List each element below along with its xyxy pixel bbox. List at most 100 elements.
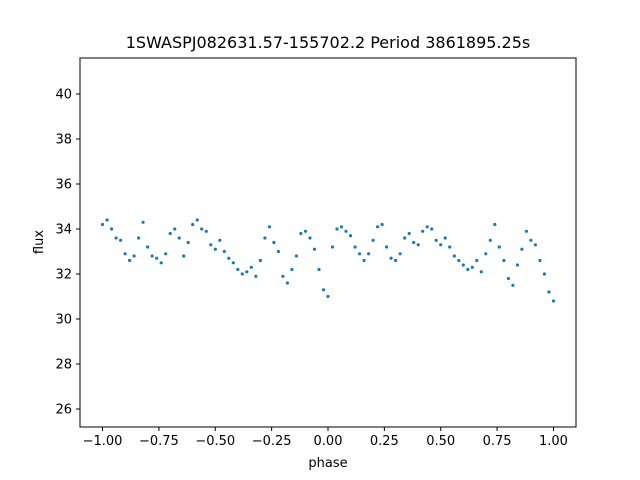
data-point <box>457 258 461 263</box>
data-point <box>290 267 294 272</box>
data-point <box>209 243 213 247</box>
data-point <box>150 254 154 258</box>
data-point <box>461 263 465 267</box>
data-point <box>344 229 348 233</box>
data-point <box>452 254 456 258</box>
data-point <box>339 225 344 229</box>
data-point <box>227 256 231 260</box>
data-point <box>299 231 303 236</box>
data-point <box>330 245 335 249</box>
data-point <box>110 227 114 231</box>
data-point <box>443 236 447 240</box>
data-point <box>191 222 195 227</box>
x-tick-label: −0.75 <box>139 434 179 449</box>
data-point <box>407 231 411 236</box>
data-point <box>164 252 168 256</box>
data-point <box>488 238 492 242</box>
x-axis-label: phase <box>308 456 347 471</box>
data-point <box>551 299 556 303</box>
data-point <box>276 249 280 254</box>
y-tick-label: 34 <box>55 223 72 238</box>
data-point <box>105 218 109 222</box>
data-point <box>506 276 510 281</box>
data-point <box>240 272 244 276</box>
y-tick-label: 40 <box>55 88 72 103</box>
data-point <box>119 238 123 242</box>
data-point <box>353 245 357 249</box>
data-point <box>358 252 362 256</box>
data-point <box>195 218 199 222</box>
data-point <box>200 227 204 231</box>
x-tick-label: 0.50 <box>426 434 455 449</box>
x-tick-label: 1.00 <box>539 434 568 449</box>
data-point <box>146 245 150 249</box>
data-point <box>281 274 285 278</box>
data-point <box>326 294 330 299</box>
data-point <box>263 236 267 240</box>
data-point <box>394 258 398 263</box>
data-point <box>249 265 253 269</box>
data-point <box>484 252 488 256</box>
y-tick-label: 28 <box>55 358 72 373</box>
data-point <box>376 225 380 229</box>
data-point <box>218 238 222 242</box>
data-point <box>398 252 402 256</box>
data-point <box>389 256 393 260</box>
x-tick-label: −0.25 <box>252 434 292 449</box>
data-point <box>159 261 163 265</box>
data-point <box>123 252 127 256</box>
data-point <box>524 229 529 233</box>
data-point <box>128 258 132 263</box>
data-point <box>421 229 425 233</box>
chart-title: 1SWASPJ082631.57-155702.2 Period 3861895… <box>126 33 531 52</box>
data-point <box>267 225 271 229</box>
x-tick-label: 0.25 <box>370 434 399 449</box>
data-point <box>511 283 515 287</box>
data-point <box>493 222 497 227</box>
data-point <box>231 261 235 265</box>
data-point <box>479 270 483 274</box>
data-point <box>362 258 366 263</box>
y-tick-label: 26 <box>55 403 72 418</box>
data-point <box>236 267 240 272</box>
data-point <box>222 249 226 254</box>
y-tick-label: 38 <box>55 133 72 148</box>
data-point <box>439 243 443 247</box>
data-point <box>466 267 470 272</box>
data-point <box>385 245 389 249</box>
data-point <box>186 240 190 245</box>
data-point <box>538 258 542 263</box>
data-point <box>137 236 141 240</box>
data-point <box>520 247 524 251</box>
data-point <box>308 236 312 240</box>
data-point <box>182 254 186 258</box>
data-point <box>380 222 384 227</box>
data-point <box>321 288 326 292</box>
data-point <box>254 274 258 278</box>
data-point <box>412 240 416 245</box>
data-point <box>335 227 339 231</box>
y-tick-label: 30 <box>55 313 72 328</box>
y-axis-ticks: 26 28 30 32 34 36 38 40 <box>55 88 80 418</box>
x-tick-label: −0.50 <box>195 434 235 449</box>
data-point <box>114 236 118 240</box>
x-axis-ticks: −1.00 −0.75 −0.50 −0.25 0.00 0.25 0.50 0.75 1.00 <box>83 427 568 449</box>
x-tick-label: 0.75 <box>483 434 512 449</box>
data-point <box>403 236 407 240</box>
data-point <box>141 220 145 224</box>
data-point <box>529 238 533 242</box>
y-axis-label: flux <box>32 230 47 254</box>
data-point <box>533 243 538 247</box>
data-point <box>367 252 371 256</box>
data-point <box>245 270 249 274</box>
data-point <box>497 245 501 249</box>
data-point <box>416 243 420 247</box>
data-point <box>303 229 308 233</box>
data-point <box>475 258 479 263</box>
data-point <box>425 225 429 229</box>
data-points <box>100 218 556 303</box>
data-point <box>547 290 551 294</box>
data-point <box>371 238 375 242</box>
